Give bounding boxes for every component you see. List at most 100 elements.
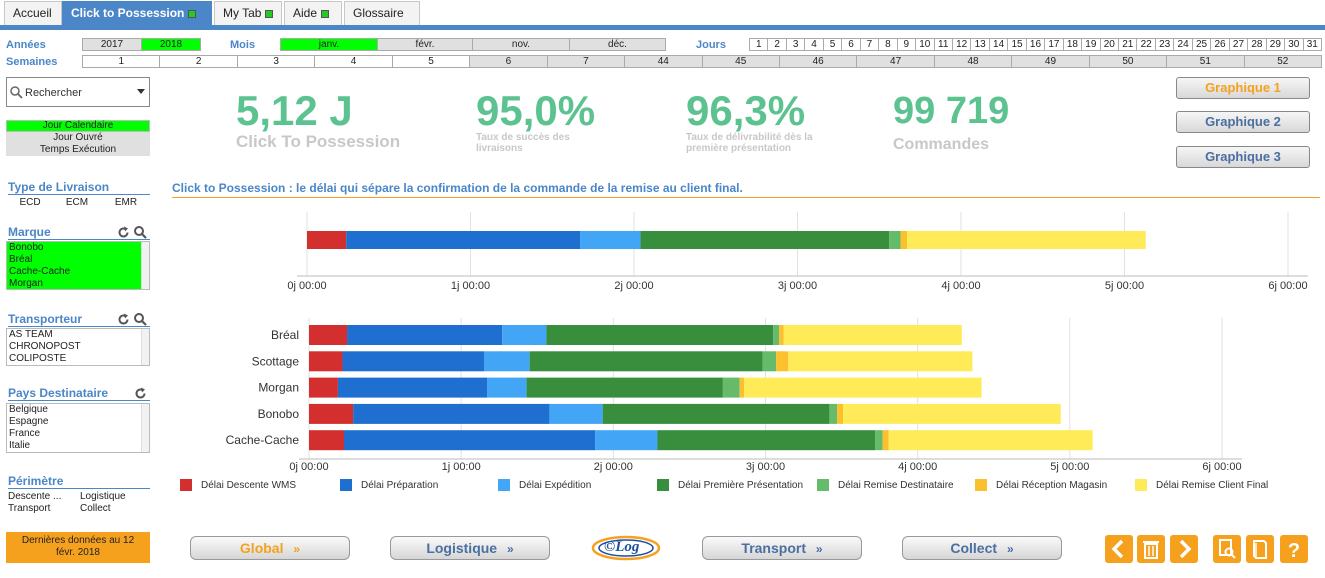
list-item[interactable]: France (9, 428, 41, 439)
semaine-44[interactable]: 44 (624, 55, 703, 68)
jour-29[interactable]: 29 (1265, 38, 1286, 51)
semaine-1[interactable]: 1 (82, 55, 161, 68)
mode-temps-execution[interactable]: Temps Exécution (6, 144, 150, 156)
semaine-4[interactable]: 4 (314, 55, 393, 68)
semaine-6[interactable]: 6 (469, 55, 548, 68)
book-button[interactable] (1246, 535, 1274, 563)
jour-16[interactable]: 16 (1025, 38, 1046, 51)
jour-9[interactable]: 9 (896, 38, 917, 51)
jour-17[interactable]: 17 (1044, 38, 1064, 51)
list-item[interactable]: Cache-Cache (9, 266, 71, 277)
annee-2017[interactable]: 2017 (82, 38, 142, 51)
semaine-45[interactable]: 45 (701, 55, 780, 68)
marque-list[interactable]: Bonobo Bréal Cache-Cache Morgan (6, 241, 150, 290)
previous-button[interactable] (1105, 535, 1133, 563)
semaine-7[interactable]: 7 (546, 55, 626, 68)
jour-15[interactable]: 15 (1007, 38, 1027, 51)
mois-fevr[interactable]: févr. (377, 38, 473, 51)
jour-2[interactable]: 2 (767, 38, 787, 51)
jour-18[interactable]: 18 (1062, 38, 1083, 51)
mode-jour-calendaire[interactable]: Jour Calendaire (6, 120, 150, 132)
global-button[interactable]: Global » (190, 536, 350, 560)
semaine-51[interactable]: 51 (1166, 55, 1245, 68)
graphique-3-button[interactable]: Graphique 3 (1176, 146, 1310, 168)
semaine-47[interactable]: 47 (856, 55, 935, 68)
pays-list[interactable]: Belgique Espagne France Italie (6, 403, 150, 453)
refresh-icon[interactable] (117, 226, 130, 239)
semaine-49[interactable]: 49 (1011, 55, 1090, 68)
graphique-1-button[interactable]: Graphique 1 (1176, 77, 1310, 99)
semaine-50[interactable]: 50 (1088, 55, 1168, 68)
jour-23[interactable]: 23 (1154, 38, 1175, 51)
jour-26[interactable]: 26 (1210, 38, 1230, 51)
list-item[interactable]: Belgique (9, 404, 48, 415)
jour-21[interactable]: 21 (1118, 38, 1138, 51)
jour-20[interactable]: 20 (1099, 38, 1120, 51)
jour-6[interactable]: 6 (841, 38, 861, 51)
list-item[interactable]: AS TEAM (9, 329, 53, 340)
jour-3[interactable]: 3 (785, 38, 806, 51)
annee-2018[interactable]: 2018 (141, 38, 201, 51)
jour-8[interactable]: 8 (878, 38, 898, 51)
jour-13[interactable]: 13 (970, 38, 990, 51)
perimetre-transport[interactable]: Transport (8, 503, 51, 514)
type-ecd[interactable]: ECD (19, 197, 41, 208)
mode-jour-ouvre[interactable]: Jour Ouvré (6, 132, 150, 144)
semaine-46[interactable]: 46 (778, 55, 858, 68)
search-document-button[interactable] (1213, 535, 1241, 563)
refresh-icon[interactable] (134, 387, 147, 400)
graphique-2-button[interactable]: Graphique 2 (1176, 111, 1310, 133)
tab-click-to-possession[interactable]: Click to Possession (62, 1, 212, 25)
jour-10[interactable]: 10 (915, 38, 935, 51)
list-item[interactable]: Italie (9, 440, 31, 451)
list-item[interactable]: CHRONOPOST (9, 341, 81, 352)
jour-19[interactable]: 19 (1081, 38, 1101, 51)
jour-28[interactable]: 28 (1247, 38, 1267, 51)
scrollbar[interactable] (141, 404, 149, 452)
search-icon[interactable] (134, 226, 147, 239)
scrollbar[interactable] (141, 242, 149, 289)
jour-25[interactable]: 25 (1191, 38, 1212, 51)
search-icon[interactable] (134, 313, 147, 326)
jour-1[interactable]: 1 (749, 38, 769, 51)
search-input[interactable]: Rechercher (6, 77, 150, 107)
mois-janv[interactable]: janv. (280, 38, 378, 51)
next-button[interactable] (1170, 535, 1198, 563)
jour-30[interactable]: 30 (1284, 38, 1304, 51)
refresh-icon[interactable] (117, 313, 130, 326)
list-item[interactable]: Bréal (9, 254, 33, 265)
list-item[interactable]: Morgan (9, 278, 43, 289)
jour-31[interactable]: 31 (1302, 38, 1322, 51)
list-item[interactable]: Espagne (9, 416, 49, 427)
tab-my-tab[interactable]: My Tab (214, 1, 282, 25)
semaine-5[interactable]: 5 (391, 55, 471, 68)
type-ecm[interactable]: ECM (65, 197, 89, 208)
jour-27[interactable]: 27 (1228, 38, 1249, 51)
delete-button[interactable] (1137, 535, 1165, 563)
list-item[interactable]: COLIPOSTE (9, 353, 67, 364)
jour-4[interactable]: 4 (804, 38, 824, 51)
collect-button[interactable]: Collect » (902, 536, 1062, 560)
tab-aide[interactable]: Aide (284, 1, 342, 25)
perimetre-logistique[interactable]: Logistique (80, 491, 126, 502)
jour-12[interactable]: 12 (951, 38, 972, 51)
type-emr[interactable]: EMR (114, 197, 138, 208)
jour-11[interactable]: 11 (933, 38, 953, 51)
mois-dec[interactable]: déc. (569, 38, 666, 51)
transporteur-list[interactable]: AS TEAM CHRONOPOST COLIPOSTE (6, 328, 150, 366)
tab-glossaire[interactable]: Glossaire (344, 1, 420, 25)
semaine-52[interactable]: 52 (1243, 55, 1322, 68)
mois-nov[interactable]: nov. (472, 38, 570, 51)
jour-5[interactable]: 5 (822, 38, 843, 51)
semaine-3[interactable]: 3 (236, 55, 316, 68)
jour-7[interactable]: 7 (859, 38, 880, 51)
semaine-2[interactable]: 2 (159, 55, 238, 68)
perimetre-descente[interactable]: Descente ... (8, 491, 62, 502)
scrollbar[interactable] (141, 329, 149, 365)
semaine-48[interactable]: 48 (933, 55, 1013, 68)
transport-button[interactable]: Transport » (702, 536, 862, 560)
jour-24[interactable]: 24 (1173, 38, 1193, 51)
perimetre-collect[interactable]: Collect (80, 503, 111, 514)
tab-accueil[interactable]: Accueil (4, 1, 62, 25)
jour-22[interactable]: 22 (1136, 38, 1156, 51)
